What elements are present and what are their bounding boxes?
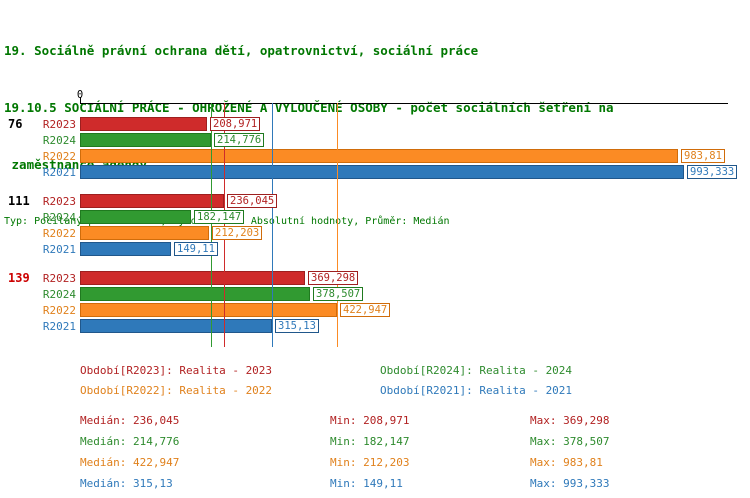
bar-series-label: R2024 — [42, 288, 76, 301]
stat-median-r2021: Medián: 315,13 — [80, 477, 173, 490]
bar-value-label: 993,333 — [687, 165, 738, 179]
title-line-3: zaměstnance agendy — [4, 157, 147, 172]
stat-max-r2023: Max: 369,298 — [530, 414, 610, 427]
stat-min-r2024: Min: 182,147 — [330, 435, 410, 448]
bar-value-label: 983,81 — [681, 149, 725, 163]
stat-median-r2023: Medián: 236,045 — [80, 414, 180, 427]
stat-min-r2022: Min: 212,203 — [330, 456, 410, 469]
stat-min-r2023: Min: 208,971 — [330, 414, 410, 427]
chart-subtitle: Typ: Počítaný podle vzorce, Vyhodnocení:… — [4, 216, 450, 227]
bar-r2021 — [80, 319, 272, 333]
stat-median-r2024: Medián: 214,776 — [80, 435, 180, 448]
bar-r2022 — [80, 303, 337, 317]
bar-value-label: 378,507 — [313, 287, 364, 301]
stat-min-r2021: Min: 149,11 — [330, 477, 403, 490]
chart-title: 19. Sociálně právní ochrana dětí, opatro… — [4, 3, 614, 267]
legend-item-r2022: Období[R2022]: Realita - 2022 — [80, 384, 273, 397]
x-axis-tick — [80, 97, 81, 103]
title-line-2: 19.10.5 SOCIÁLNÍ PRÁCE - OHROŽENÉ A VYLO… — [4, 100, 614, 115]
bar-r2024 — [80, 287, 310, 301]
title-line-1: 19. Sociálně právní ochrana dětí, opatro… — [4, 43, 479, 58]
stat-max-r2021: Max: 993,333 — [530, 477, 610, 490]
legend-item-r2021: Období[R2021]: Realita - 2021 — [380, 384, 573, 397]
stat-median-r2022: Medián: 422,947 — [80, 456, 180, 469]
stat-max-r2024: Max: 378,507 — [530, 435, 610, 448]
bar-series-label: R2021 — [42, 320, 76, 333]
x-axis-origin-label: 0 — [76, 89, 84, 101]
group-label: 139 — [8, 271, 30, 285]
bar-value-label: 422,947 — [340, 303, 391, 317]
bar-r2023 — [80, 271, 305, 285]
bar-value-label: 369,298 — [308, 271, 359, 285]
stat-max-r2022: Max: 983,81 — [530, 456, 603, 469]
bar-series-label: R2023 — [42, 272, 76, 285]
legend-item-r2024: Období[R2024]: Realita - 2024 — [380, 364, 573, 377]
bar-value-label: 315,13 — [275, 319, 319, 333]
legend-item-r2023: Období[R2023]: Realita - 2023 — [80, 364, 273, 377]
bar-series-label: R2022 — [42, 304, 76, 317]
x-axis-line — [80, 103, 728, 104]
